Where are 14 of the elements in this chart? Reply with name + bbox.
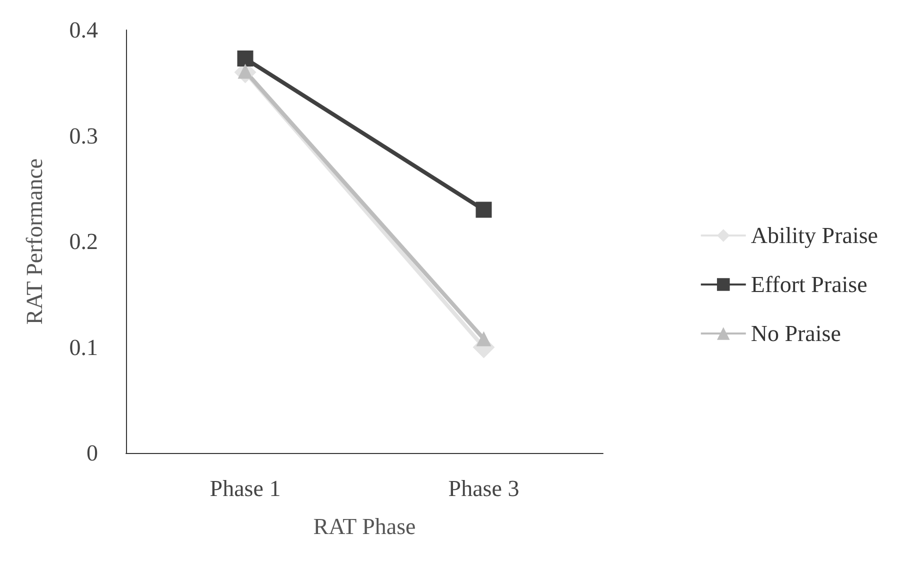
y-axis-title: RAT Performance — [22, 158, 47, 325]
y-tick-label: 0.2 — [69, 229, 98, 254]
point — [237, 50, 254, 67]
legend-label: No Praise — [750, 321, 841, 346]
x-tick-label: Phase 3 — [448, 476, 520, 501]
point — [476, 202, 492, 218]
legend-label: Ability Praise — [750, 223, 878, 248]
y-tick-label: 0.3 — [69, 123, 98, 148]
y-tick-label: 0 — [86, 440, 98, 466]
x-tick-label: Phase 1 — [210, 476, 281, 501]
x-axis-title: RAT Phase — [313, 514, 416, 539]
y-tick-label: 0.4 — [69, 18, 98, 42]
legend-label: Effort Praise — [750, 272, 868, 297]
y-tick-label: 0.1 — [69, 334, 98, 360]
